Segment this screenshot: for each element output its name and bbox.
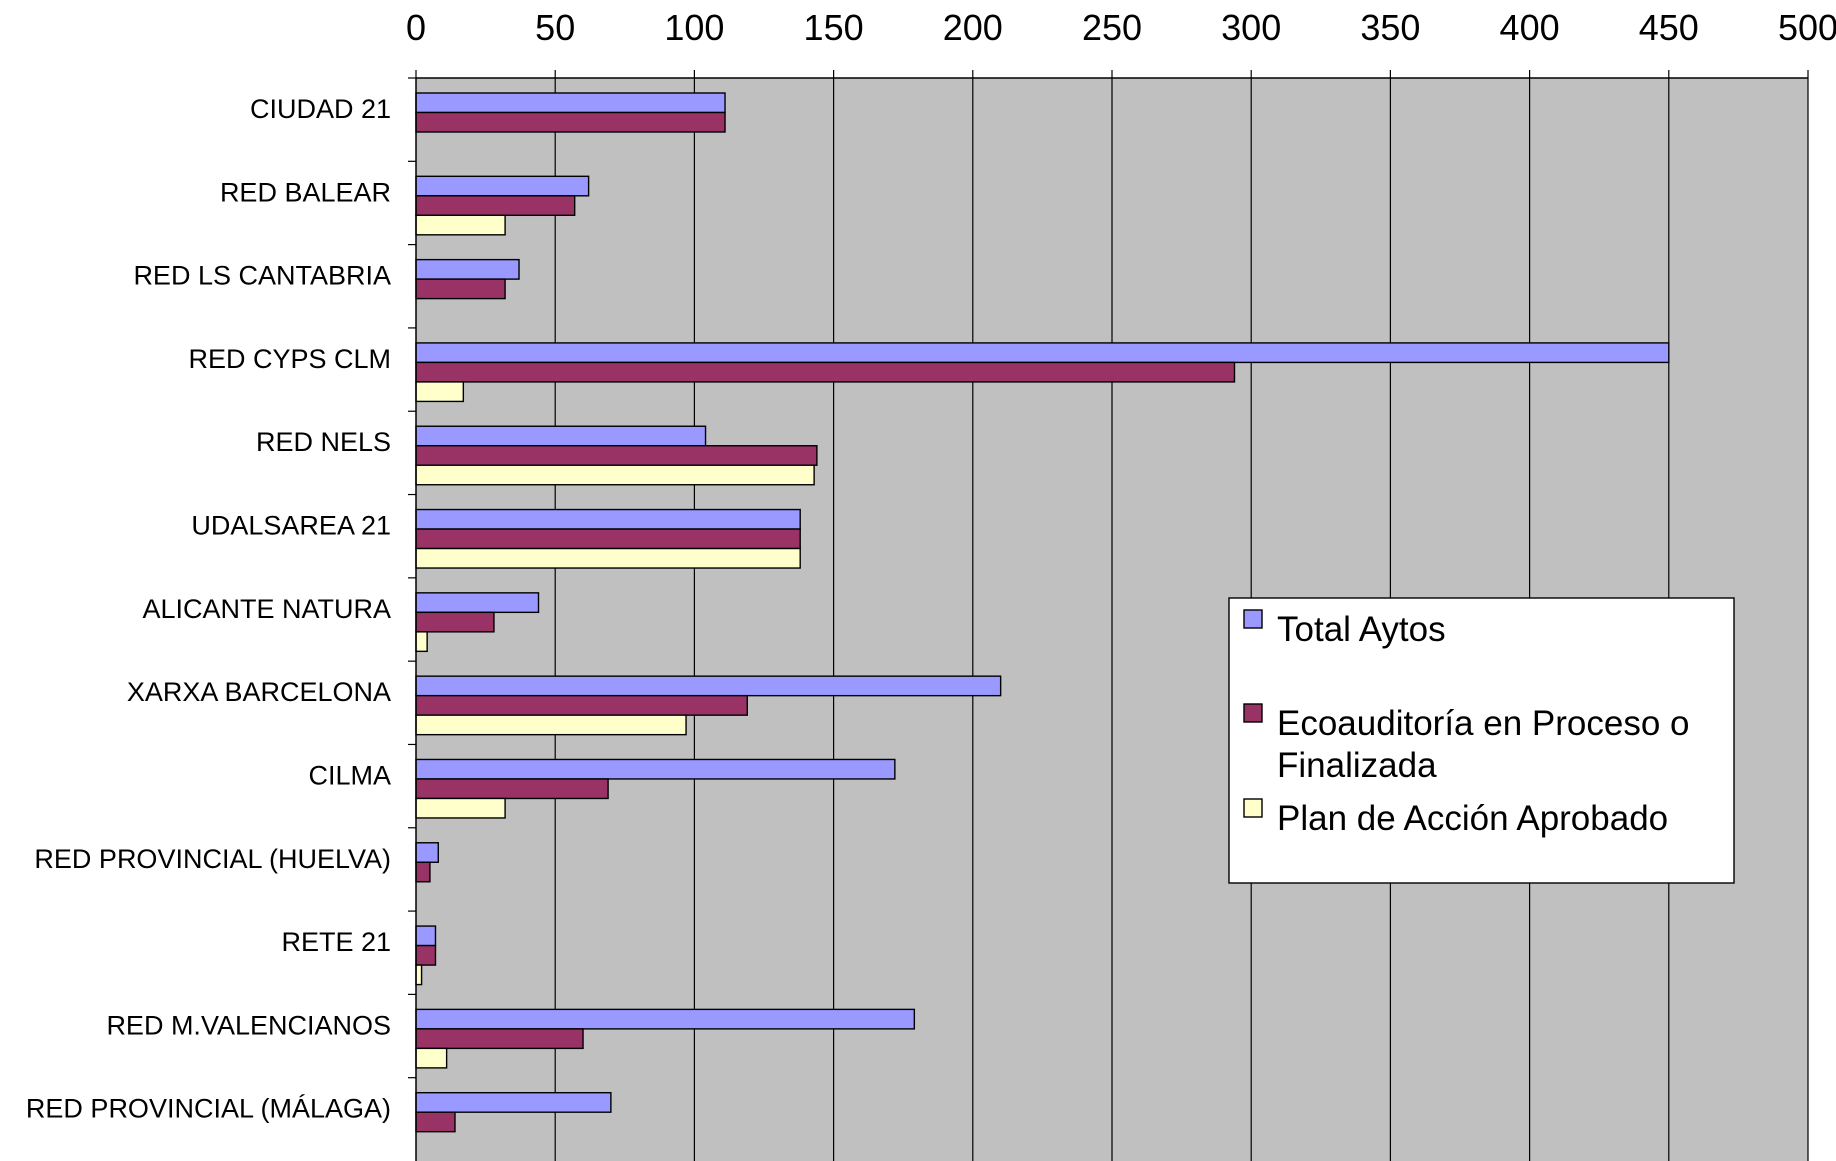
bar (415, 547, 801, 569)
category-label: RED PROVINCIAL (MÁLAGA) (26, 1094, 391, 1124)
bar (415, 714, 687, 736)
category-label: RED BALEAR (220, 177, 391, 207)
bar (415, 675, 1002, 697)
bar (415, 175, 590, 197)
bar (415, 445, 818, 466)
legend-label: Total Aytos (1277, 610, 1446, 649)
legend-swatch (1243, 703, 1263, 723)
bar (415, 195, 576, 217)
category-label: RED PROVINCIAL (HUELVA) (34, 844, 391, 874)
category-label: RETE 21 (281, 927, 391, 957)
bars (415, 92, 1670, 1133)
bar (415, 944, 437, 966)
category-label: CIUDAD 21 (250, 94, 391, 124)
bar (415, 342, 1670, 364)
category-label: RED CYPS CLM (188, 344, 391, 374)
legend: Total Aytos Ecoauditoría en Proceso oFina… (1228, 597, 1735, 884)
legend-box (1228, 597, 1735, 884)
legend-label: Ecoauditoría en Proceso o (1277, 704, 1689, 743)
bar (415, 1008, 916, 1030)
bar (415, 111, 726, 133)
bar (415, 925, 437, 947)
legend-label: Finalizada (1277, 746, 1437, 785)
x-tick-label: 50 (535, 7, 575, 48)
bar (415, 631, 428, 653)
category-label: ALICANTE NATURA (142, 594, 391, 624)
category-label: RED M.VALENCIANOS (106, 1010, 391, 1040)
bar (415, 92, 726, 114)
bar (415, 278, 506, 300)
bar (415, 694, 748, 716)
category-label: UDALSAREA 21 (191, 511, 391, 541)
bar (415, 1028, 584, 1050)
bar (415, 1111, 456, 1133)
x-tick-label: 100 (664, 7, 724, 48)
x-tick-label: 400 (1500, 7, 1560, 48)
x-tick-label: 200 (943, 7, 1003, 48)
bar (415, 425, 707, 447)
y-axis-category-labels: CIUDAD 21 RED BALEAR RED LS CANTABRIA RED C… (26, 77, 416, 1124)
x-tick-label: 450 (1639, 7, 1699, 48)
bar (415, 778, 609, 800)
x-tick-label: 500 (1778, 7, 1836, 48)
x-tick-label: 350 (1360, 7, 1420, 48)
legend-swatch (1243, 798, 1263, 818)
bar (415, 611, 495, 633)
bar (415, 1091, 612, 1113)
bar (415, 508, 801, 530)
bar (415, 381, 465, 403)
bar (415, 214, 506, 236)
bar (415, 361, 1236, 383)
legend-label: Plan de Acción Aprobado (1277, 799, 1668, 838)
bar (415, 842, 439, 863)
category-label: CILMA (308, 760, 391, 790)
bar (415, 1047, 448, 1069)
category-label: XARXA BARCELONA (127, 677, 391, 707)
legend-swatch (1243, 609, 1263, 629)
category-label: RED NELS (256, 427, 391, 457)
category-label: RED LS CANTABRIA (133, 261, 391, 291)
x-tick-label: 300 (1221, 7, 1281, 48)
bar (415, 758, 896, 780)
x-tick-label: 250 (1082, 7, 1142, 48)
bar (415, 258, 520, 280)
bar (415, 797, 506, 819)
bar (415, 528, 801, 550)
bar (415, 861, 431, 883)
x-tick-label: 150 (804, 7, 864, 48)
x-tick-label: 0 (406, 7, 426, 48)
bar (415, 464, 815, 486)
x-axis-tick-labels: 0 50 100 150 200 250 300 350 400 450 500 (406, 7, 1836, 78)
bar (415, 964, 423, 986)
bar (415, 592, 540, 614)
